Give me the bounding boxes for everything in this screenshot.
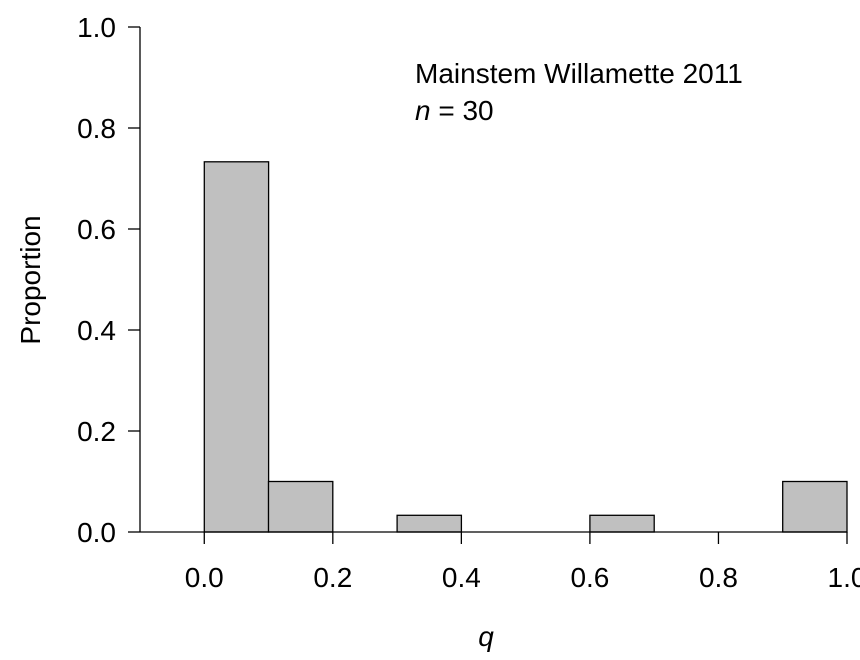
x-tick-label: 0.4 (442, 562, 481, 593)
histogram-bar-6 (589, 514, 655, 533)
y-ticks-group: 0.0 0.2 0.4 0.6 0.8 1.0 (77, 12, 140, 548)
y-tick-label: 0.0 (77, 517, 116, 548)
x-tick-label: 1.0 (828, 562, 860, 593)
x-tick-label: 0.8 (699, 562, 738, 593)
x-ticks-group: 0.0 0.2 0.4 0.6 0.8 1.0 (185, 532, 860, 593)
y-axis-label: Proportion (15, 215, 46, 344)
y-tick-label: 1.0 (77, 12, 116, 43)
x-tick-label: 0.2 (313, 562, 352, 593)
y-tick-label: 0.8 (77, 113, 116, 144)
y-tick-label: 0.6 (77, 214, 116, 245)
annotation-n-symbol: n (415, 95, 431, 126)
histogram-bar-0 (203, 161, 270, 533)
y-tick-label: 0.4 (77, 315, 116, 346)
y-tick-label: 0.2 (77, 416, 116, 447)
bars-group (203, 161, 848, 533)
x-axis-label: q (478, 621, 494, 652)
histogram-bar-1 (267, 480, 334, 533)
x-tick-label: 0.0 (185, 562, 224, 593)
x-tick-label: 0.6 (570, 562, 609, 593)
histogram-bar-9 (782, 480, 848, 533)
annotation-sample-size: n = 30 (415, 95, 494, 126)
annotation-n-value: = 30 (431, 95, 494, 126)
axes-group (139, 27, 847, 533)
histogram-bar-3 (396, 514, 463, 533)
annotation-title: Mainstem Willamette 2011 (415, 58, 743, 89)
